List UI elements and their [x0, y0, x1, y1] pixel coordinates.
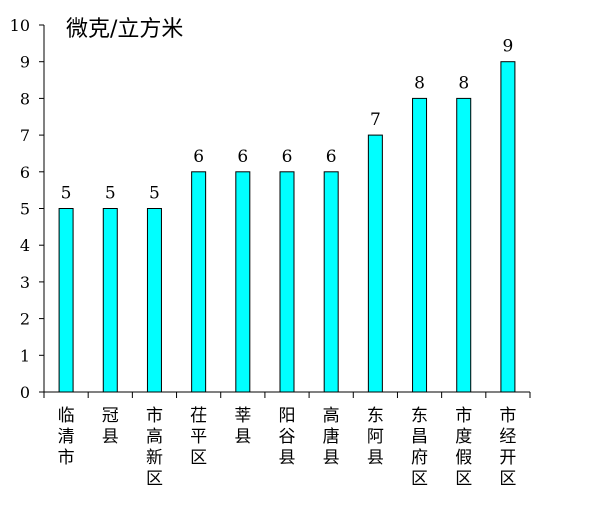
y-tick-label: 6 — [20, 163, 30, 182]
bar — [58, 208, 74, 393]
bar-value-label: 7 — [370, 110, 381, 130]
y-tick-label: 7 — [20, 126, 30, 145]
axes: 0 1 2 3 4 5 6 7 8 9 10 — [10, 16, 531, 402]
x-tick-label: 市高新区 — [146, 406, 163, 489]
bar — [412, 97, 428, 393]
x-tick-label: 高唐县 — [323, 406, 340, 468]
y-tick-label: 1 — [20, 346, 30, 365]
bar — [456, 97, 472, 393]
y-tick-label: 0 — [20, 383, 30, 402]
x-tick-label: 莘县 — [234, 406, 251, 447]
bar-value-label: 6 — [237, 147, 248, 167]
y-tick-label: 2 — [20, 310, 30, 329]
bar-value-label: 5 — [149, 184, 160, 204]
x-tick-label: 茌平区 — [190, 406, 207, 468]
bar — [323, 171, 339, 393]
bar-value-label: 6 — [326, 147, 337, 167]
bar-value-label: 8 — [414, 73, 425, 93]
x-tick-label: 市度假区 — [455, 406, 472, 489]
bar — [500, 61, 516, 393]
bar — [235, 171, 251, 393]
x-tick-label: 阳谷县 — [279, 406, 296, 468]
y-tick-label: 10 — [10, 16, 30, 35]
x-tick-label: 冠县 — [102, 406, 119, 447]
bars-group — [58, 61, 516, 393]
bar-value-label: 9 — [502, 37, 513, 57]
x-tick-label: 东昌府区 — [411, 406, 428, 489]
bar-value-label: 5 — [105, 184, 116, 204]
bar-value-label: 5 — [61, 184, 72, 204]
y-tick-label: 3 — [20, 273, 30, 292]
x-tick-label: 东阿县 — [367, 406, 384, 468]
y-tick-label: 4 — [20, 236, 30, 255]
bar — [367, 134, 383, 393]
x-tick-label: 市经开区 — [499, 406, 516, 489]
labels-group: 5 临清市 5 冠县 5 市高新区 6 茌平区 6 莘县 6 阳谷县 6 高唐县 7 东阿县 8 东昌府区 8 市度假… — [58, 37, 517, 489]
bar-value-label: 6 — [193, 147, 204, 167]
bar — [191, 171, 207, 393]
x-tick-label: 临清市 — [58, 406, 75, 468]
bar — [279, 171, 295, 393]
y-axis-unit-label: 微克/立方米 — [66, 17, 183, 42]
bar — [146, 208, 162, 393]
y-tick-label: 8 — [20, 89, 30, 108]
bar-value-label: 8 — [458, 73, 469, 93]
bar — [102, 208, 118, 393]
y-tick-label: 5 — [20, 200, 30, 219]
y-tick-label: 9 — [20, 53, 30, 72]
bar-value-label: 6 — [282, 147, 293, 167]
